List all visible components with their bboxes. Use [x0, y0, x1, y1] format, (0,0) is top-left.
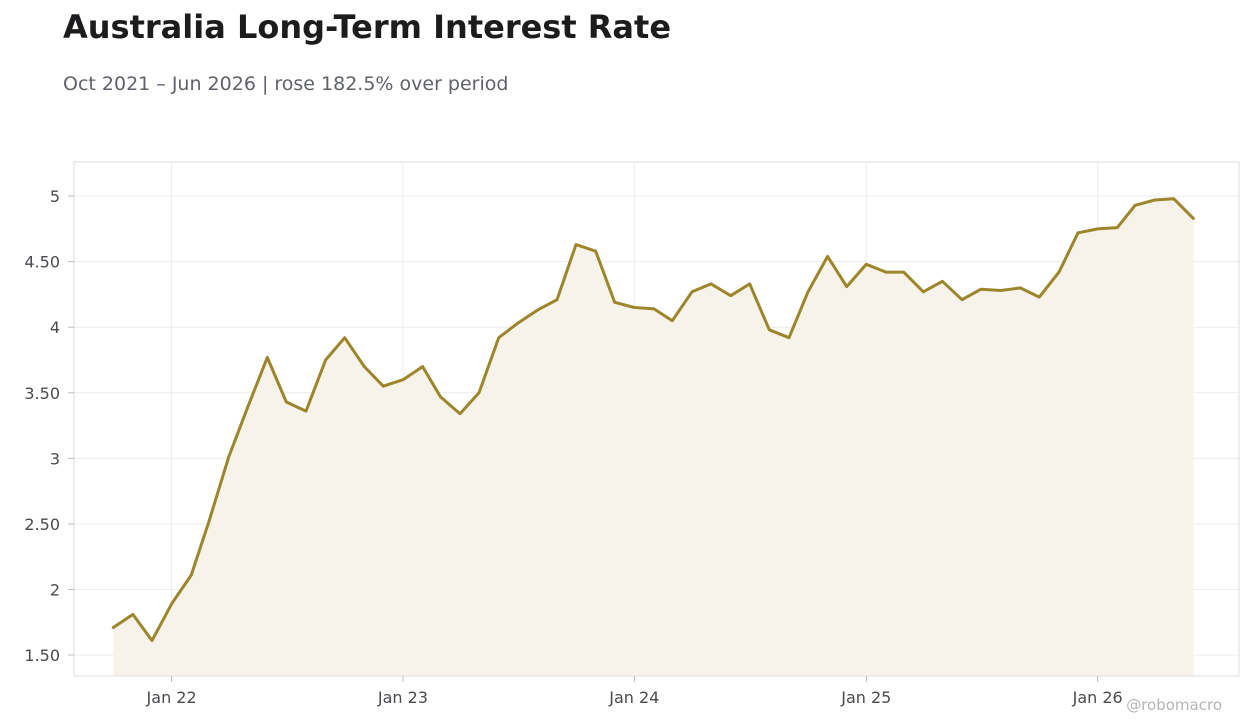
- data-point: [170, 602, 173, 605]
- data-point: [575, 243, 578, 246]
- data-point: [1077, 231, 1080, 234]
- x-tick-label: Jan 24: [608, 688, 659, 707]
- data-point: [980, 288, 983, 291]
- data-point: [459, 412, 462, 415]
- data-point: [999, 289, 1002, 292]
- data-point: [1038, 296, 1041, 299]
- data-point: [748, 282, 751, 285]
- plot-frame: [73, 161, 1240, 677]
- data-point: [729, 294, 732, 297]
- y-tick-label: 1.50: [24, 646, 60, 665]
- data-point: [208, 520, 211, 523]
- data-point: [671, 319, 674, 322]
- data-point: [826, 255, 829, 258]
- data-point: [1192, 217, 1195, 220]
- data-point: [478, 391, 481, 394]
- x-tick-label: Jan 22: [146, 688, 197, 707]
- data-point: [961, 298, 964, 301]
- data-point: [497, 336, 500, 339]
- data-point: [324, 359, 327, 362]
- data-point: [246, 406, 249, 409]
- data-point: [865, 263, 868, 266]
- data-point: [1116, 226, 1119, 229]
- data-point: [343, 336, 346, 339]
- data-point: [190, 574, 193, 577]
- y-tick-label: 2.50: [24, 515, 60, 534]
- data-point: [902, 271, 905, 274]
- watermark: @robomacro: [1126, 696, 1222, 714]
- data-point: [1058, 271, 1061, 274]
- data-point: [227, 456, 230, 459]
- y-tick-label: 5: [50, 187, 60, 206]
- x-axis-ticks: Jan 22 Jan 23 Jan 24 Jan 25 Jan 26: [146, 676, 1123, 707]
- data-point: [1096, 227, 1099, 230]
- data-point: [788, 336, 791, 339]
- data-point: [1134, 204, 1137, 207]
- data-point: [691, 290, 694, 293]
- data-point: [845, 285, 848, 288]
- data-point: [1172, 197, 1175, 200]
- data-point: [305, 410, 308, 413]
- y-tick-label: 3.50: [24, 384, 60, 403]
- y-axis-ticks: 1.50 2 2.50 3 3.50 4 4.50 5: [24, 187, 74, 665]
- data-point: [1019, 286, 1022, 289]
- chart-title: Australia Long-Term Interest Rate: [63, 8, 672, 46]
- data-point: [402, 378, 405, 381]
- data-point: [633, 306, 636, 309]
- x-tick-label: Jan 25: [840, 688, 891, 707]
- data-point: [885, 271, 888, 274]
- data-point: [1153, 199, 1156, 202]
- data-point: [382, 385, 385, 388]
- data-point: [922, 290, 925, 293]
- data-point: [807, 290, 810, 293]
- y-tick-label: 4.50: [24, 253, 60, 272]
- area-fill: [113, 198, 1194, 676]
- data-point: [653, 307, 656, 310]
- data-point: [710, 282, 713, 285]
- data-point: [613, 301, 616, 304]
- x-tick-label: Jan 23: [377, 688, 428, 707]
- data-point: [941, 280, 944, 283]
- series-line: [111, 197, 1195, 643]
- data-point: [151, 639, 154, 642]
- y-tick-label: 3: [50, 449, 60, 468]
- data-point: [363, 365, 366, 368]
- y-tick-label: 4: [50, 318, 60, 337]
- data-point: [439, 395, 442, 398]
- data-point: [594, 250, 597, 253]
- chart-subtitle: Oct 2021 – Jun 2026 | rose 182.5% over p…: [63, 73, 509, 95]
- data-point: [516, 322, 519, 325]
- data-point: [421, 365, 424, 368]
- x-tick-label: Jan 26: [1072, 688, 1123, 707]
- data-point: [112, 626, 115, 629]
- data-point: [131, 613, 134, 616]
- data-point: [266, 356, 269, 359]
- y-tick-label: 2: [50, 580, 60, 599]
- data-point: [768, 328, 771, 331]
- data-point: [536, 309, 539, 312]
- data-point: [556, 298, 559, 301]
- data-point: [285, 401, 288, 404]
